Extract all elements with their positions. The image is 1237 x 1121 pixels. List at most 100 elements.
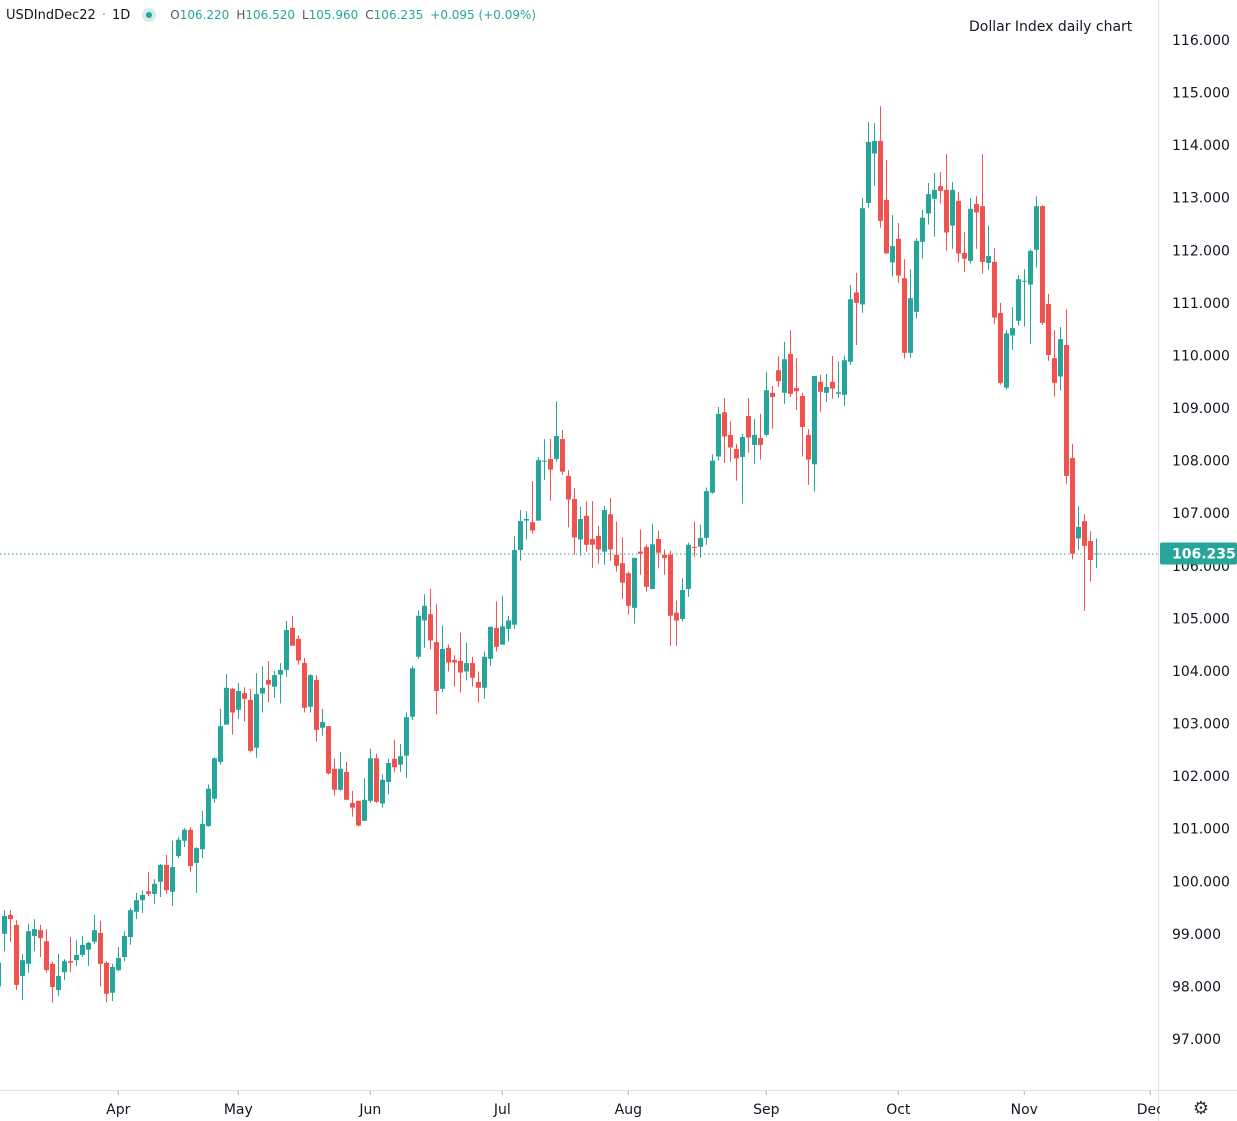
candle[interactable] [548,439,553,501]
candle[interactable] [806,429,811,485]
candle[interactable] [44,929,49,973]
candle[interactable] [542,439,547,481]
candle[interactable] [392,739,397,772]
candle[interactable] [464,642,469,681]
candle[interactable] [584,501,589,552]
candle[interactable] [776,356,781,388]
candle[interactable] [926,183,931,225]
candle[interactable] [200,810,205,859]
candle[interactable] [590,501,595,568]
candle[interactable] [668,550,673,646]
candle[interactable] [500,595,505,645]
candle[interactable] [596,525,601,564]
candle[interactable] [1052,330,1057,397]
candle[interactable] [128,908,133,945]
candle[interactable] [68,937,73,973]
candle[interactable] [188,827,193,872]
candle[interactable] [602,505,607,565]
candle[interactable] [254,673,259,758]
candle[interactable] [470,656,475,687]
candle[interactable] [860,197,865,313]
candle[interactable] [260,666,265,713]
candle[interactable] [734,443,739,481]
candle[interactable] [896,222,901,283]
candle[interactable] [968,198,973,264]
candle[interactable] [848,285,853,365]
time-axis[interactable]: Apr May Jun Jul Aug Sep Oct Nov Dec [106,1091,1164,1118]
candle[interactable] [632,557,637,624]
candle[interactable] [962,231,967,272]
candle[interactable] [86,941,91,966]
candle[interactable] [758,413,763,460]
candle[interactable] [446,644,451,672]
candle[interactable] [494,601,499,652]
candle[interactable] [380,774,385,808]
candle[interactable] [692,521,697,557]
candle[interactable] [572,487,577,555]
candle[interactable] [932,173,937,237]
candle[interactable] [890,215,895,277]
candle[interactable] [8,910,13,942]
candle[interactable] [650,523,655,590]
candle[interactable] [134,892,139,920]
candle[interactable] [440,625,445,692]
candle[interactable] [404,712,409,778]
candle[interactable] [56,953,61,996]
candle[interactable] [350,790,355,817]
candle[interactable] [296,635,301,665]
candle[interactable] [14,920,19,991]
candle[interactable] [374,753,379,803]
candle[interactable] [710,454,715,494]
candle[interactable] [1076,505,1081,551]
candle[interactable] [674,600,679,646]
candle[interactable] [140,890,145,913]
candle[interactable] [506,615,511,642]
candle[interactable] [158,863,163,898]
candle[interactable] [308,674,313,713]
candle[interactable] [764,371,769,437]
candle[interactable] [1004,329,1009,390]
candle[interactable] [1022,269,1027,327]
candle[interactable] [476,671,481,703]
candle[interactable] [104,961,109,1003]
candle[interactable] [266,660,271,703]
candle[interactable] [482,651,487,699]
candle[interactable] [950,181,955,249]
candle[interactable] [986,225,991,270]
candle[interactable] [902,259,907,359]
candle[interactable] [416,610,421,659]
candle[interactable] [272,670,277,698]
candle[interactable] [488,626,493,666]
candle[interactable] [164,854,169,894]
candle[interactable] [920,209,925,259]
candle[interactable] [182,828,187,848]
candle[interactable] [680,578,685,622]
candle[interactable] [452,655,457,687]
candle[interactable] [224,674,229,725]
candle[interactable] [578,506,583,556]
candle[interactable] [1088,531,1093,582]
candle[interactable] [518,510,523,561]
candle[interactable] [1058,327,1063,391]
candle[interactable] [854,272,859,345]
candle[interactable] [1028,249,1033,344]
candle[interactable] [908,269,913,358]
price-axis[interactable]: 116.000 115.000 114.000 113.000 112.000 111.0… [1172,33,1230,1048]
candle[interactable] [686,542,691,597]
candle[interactable] [914,238,919,319]
candle[interactable] [356,800,361,827]
candle[interactable] [998,302,1003,385]
candle[interactable] [236,683,241,719]
candle[interactable] [428,588,433,650]
candle[interactable] [992,247,997,324]
candle[interactable] [212,757,217,803]
candle[interactable] [1010,307,1015,350]
candle[interactable] [290,615,295,646]
candle[interactable] [80,935,85,957]
candle[interactable] [662,549,667,575]
candle[interactable] [818,374,823,412]
candle[interactable] [110,963,115,1002]
candle[interactable] [410,666,415,720]
candle[interactable] [938,171,943,204]
candle[interactable] [752,419,757,464]
